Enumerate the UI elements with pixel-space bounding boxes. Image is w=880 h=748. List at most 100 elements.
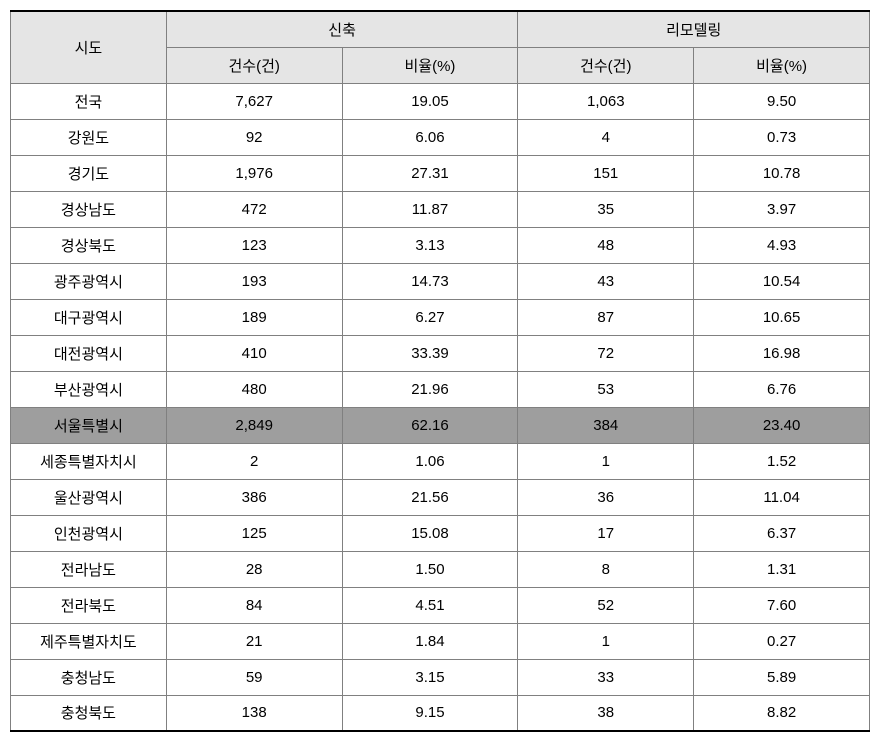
cell-sido: 경상북도 xyxy=(11,227,167,263)
cell-sido: 서울특별시 xyxy=(11,407,167,443)
cell-remodel-ratio: 4.93 xyxy=(694,227,870,263)
cell-remodel-ratio: 8.82 xyxy=(694,695,870,731)
cell-new-ratio: 19.05 xyxy=(342,83,518,119)
cell-sido: 전라남도 xyxy=(11,551,167,587)
cell-remodel-count: 1,063 xyxy=(518,83,694,119)
cell-sido: 인천광역시 xyxy=(11,515,167,551)
cell-remodel-ratio: 6.76 xyxy=(694,371,870,407)
cell-remodel-count: 36 xyxy=(518,479,694,515)
cell-remodel-count: 384 xyxy=(518,407,694,443)
cell-new-count: 2 xyxy=(166,443,342,479)
cell-new-count: 84 xyxy=(166,587,342,623)
cell-new-count: 480 xyxy=(166,371,342,407)
table-row: 경상남도47211.87353.97 xyxy=(11,191,870,227)
table-header: 시도 신축 리모델링 건수(건) 비율(%) 건수(건) 비율(%) xyxy=(11,11,870,83)
header-remodel-ratio: 비율(%) xyxy=(694,47,870,83)
cell-remodel-count: 1 xyxy=(518,623,694,659)
data-table: 시도 신축 리모델링 건수(건) 비율(%) 건수(건) 비율(%) 전국7,6… xyxy=(10,10,870,732)
cell-new-count: 21 xyxy=(166,623,342,659)
cell-sido: 충청북도 xyxy=(11,695,167,731)
cell-sido: 경기도 xyxy=(11,155,167,191)
cell-remodel-ratio: 5.89 xyxy=(694,659,870,695)
table-row: 경기도1,97627.3115110.78 xyxy=(11,155,870,191)
table-row: 광주광역시19314.734310.54 xyxy=(11,263,870,299)
table-row: 전국7,62719.051,0639.50 xyxy=(11,83,870,119)
table-row: 세종특별자치시21.0611.52 xyxy=(11,443,870,479)
cell-sido: 대구광역시 xyxy=(11,299,167,335)
table-row: 충청남도593.15335.89 xyxy=(11,659,870,695)
cell-new-count: 28 xyxy=(166,551,342,587)
cell-sido: 세종특별자치시 xyxy=(11,443,167,479)
cell-remodel-count: 33 xyxy=(518,659,694,695)
cell-sido: 울산광역시 xyxy=(11,479,167,515)
cell-sido: 제주특별자치도 xyxy=(11,623,167,659)
cell-remodel-ratio: 1.31 xyxy=(694,551,870,587)
cell-new-ratio: 3.15 xyxy=(342,659,518,695)
cell-new-ratio: 21.96 xyxy=(342,371,518,407)
cell-remodel-ratio: 6.37 xyxy=(694,515,870,551)
cell-new-count: 410 xyxy=(166,335,342,371)
cell-new-ratio: 6.27 xyxy=(342,299,518,335)
cell-new-count: 123 xyxy=(166,227,342,263)
header-new-count: 건수(건) xyxy=(166,47,342,83)
table-row: 충청북도1389.15388.82 xyxy=(11,695,870,731)
cell-sido: 광주광역시 xyxy=(11,263,167,299)
table-row: 경상북도1233.13484.93 xyxy=(11,227,870,263)
cell-new-ratio: 6.06 xyxy=(342,119,518,155)
cell-new-count: 92 xyxy=(166,119,342,155)
header-new-construction: 신축 xyxy=(166,11,518,47)
cell-new-count: 1,976 xyxy=(166,155,342,191)
table-row: 전라북도844.51527.60 xyxy=(11,587,870,623)
cell-remodel-count: 1 xyxy=(518,443,694,479)
table-row: 인천광역시12515.08176.37 xyxy=(11,515,870,551)
cell-new-ratio: 27.31 xyxy=(342,155,518,191)
cell-remodel-ratio: 11.04 xyxy=(694,479,870,515)
cell-new-count: 2,849 xyxy=(166,407,342,443)
cell-remodel-ratio: 0.27 xyxy=(694,623,870,659)
cell-sido: 충청남도 xyxy=(11,659,167,695)
cell-remodel-ratio: 3.97 xyxy=(694,191,870,227)
cell-remodel-count: 8 xyxy=(518,551,694,587)
cell-new-ratio: 1.84 xyxy=(342,623,518,659)
cell-remodel-ratio: 1.52 xyxy=(694,443,870,479)
cell-new-count: 59 xyxy=(166,659,342,695)
cell-remodel-count: 35 xyxy=(518,191,694,227)
cell-remodel-ratio: 10.54 xyxy=(694,263,870,299)
cell-new-ratio: 15.08 xyxy=(342,515,518,551)
cell-remodel-count: 43 xyxy=(518,263,694,299)
cell-new-ratio: 62.16 xyxy=(342,407,518,443)
cell-remodel-ratio: 23.40 xyxy=(694,407,870,443)
cell-sido: 부산광역시 xyxy=(11,371,167,407)
header-sido: 시도 xyxy=(11,11,167,83)
cell-new-ratio: 33.39 xyxy=(342,335,518,371)
cell-sido: 전라북도 xyxy=(11,587,167,623)
cell-remodel-ratio: 10.78 xyxy=(694,155,870,191)
cell-new-count: 7,627 xyxy=(166,83,342,119)
table-row: 대전광역시41033.397216.98 xyxy=(11,335,870,371)
table-row: 부산광역시48021.96536.76 xyxy=(11,371,870,407)
header-remodel-count: 건수(건) xyxy=(518,47,694,83)
header-remodeling: 리모델링 xyxy=(518,11,870,47)
cell-sido: 강원도 xyxy=(11,119,167,155)
cell-new-ratio: 1.50 xyxy=(342,551,518,587)
header-row-1: 시도 신축 리모델링 xyxy=(11,11,870,47)
table-row: 강원도926.0640.73 xyxy=(11,119,870,155)
cell-remodel-count: 53 xyxy=(518,371,694,407)
cell-new-ratio: 11.87 xyxy=(342,191,518,227)
cell-new-ratio: 4.51 xyxy=(342,587,518,623)
table-row: 제주특별자치도211.8410.27 xyxy=(11,623,870,659)
cell-new-ratio: 9.15 xyxy=(342,695,518,731)
table-row: 서울특별시2,84962.1638423.40 xyxy=(11,407,870,443)
cell-remodel-count: 52 xyxy=(518,587,694,623)
cell-new-count: 472 xyxy=(166,191,342,227)
cell-sido: 경상남도 xyxy=(11,191,167,227)
cell-sido: 전국 xyxy=(11,83,167,119)
cell-new-count: 386 xyxy=(166,479,342,515)
cell-sido: 대전광역시 xyxy=(11,335,167,371)
cell-remodel-count: 87 xyxy=(518,299,694,335)
cell-remodel-count: 48 xyxy=(518,227,694,263)
cell-new-count: 189 xyxy=(166,299,342,335)
cell-new-count: 125 xyxy=(166,515,342,551)
cell-remodel-ratio: 7.60 xyxy=(694,587,870,623)
cell-new-ratio: 3.13 xyxy=(342,227,518,263)
